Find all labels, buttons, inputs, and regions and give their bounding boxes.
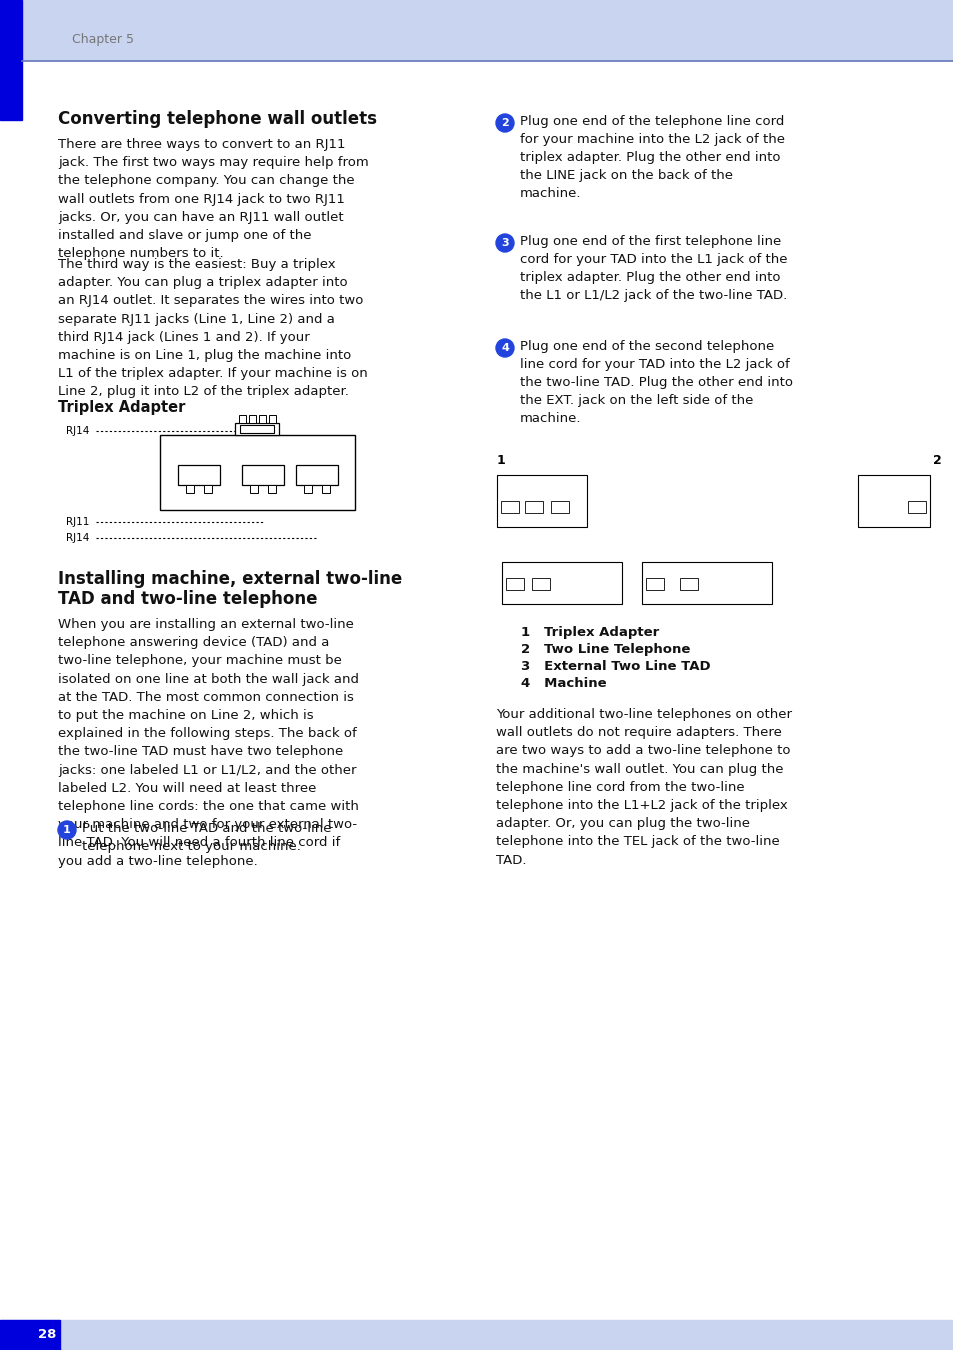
Bar xyxy=(250,485,257,493)
Bar xyxy=(242,464,284,485)
Bar xyxy=(204,485,212,493)
Bar xyxy=(907,501,925,513)
Circle shape xyxy=(496,234,514,252)
Bar xyxy=(295,464,337,485)
Text: There are three ways to convert to an RJ11
jack. The first two ways may require : There are three ways to convert to an RJ… xyxy=(58,138,369,261)
Bar xyxy=(269,414,275,423)
Bar xyxy=(679,578,698,590)
Bar xyxy=(551,501,568,513)
Text: Triplex Adapter: Triplex Adapter xyxy=(58,400,185,414)
Text: 1   Triplex Adapter: 1 Triplex Adapter xyxy=(520,626,659,639)
Circle shape xyxy=(496,113,514,132)
Bar xyxy=(501,562,621,603)
Text: 2: 2 xyxy=(932,454,941,467)
Bar xyxy=(322,485,330,493)
Text: Installing machine, external two-line: Installing machine, external two-line xyxy=(58,570,402,589)
Bar xyxy=(641,562,771,603)
Text: L1   L2: L1 L2 xyxy=(504,566,528,572)
Text: Plug one end of the first telephone line
cord for your TAD into the L1 jack of t: Plug one end of the first telephone line… xyxy=(519,235,786,302)
Text: Ext    Line: Ext Line xyxy=(644,566,679,572)
Text: L1/L2: L1/L2 xyxy=(861,479,879,485)
Text: 3   External Two Line TAD: 3 External Two Line TAD xyxy=(520,660,710,674)
Text: L 1: L 1 xyxy=(192,446,206,455)
Bar xyxy=(258,414,266,423)
Text: Put the two-line TAD and the two-line
telephone next to your machine.: Put the two-line TAD and the two-line te… xyxy=(82,822,331,853)
Bar xyxy=(532,578,550,590)
Bar xyxy=(160,435,355,510)
Text: 1: 1 xyxy=(63,825,71,836)
Bar xyxy=(304,485,312,493)
Text: RJ14: RJ14 xyxy=(66,533,90,543)
Text: Converting telephone wall outlets: Converting telephone wall outlets xyxy=(58,109,376,128)
Bar xyxy=(240,425,274,433)
Text: 4: 4 xyxy=(702,595,711,608)
Text: Plug one end of the telephone line cord
for your machine into the L2 jack of the: Plug one end of the telephone line cord … xyxy=(519,115,784,200)
Bar xyxy=(239,414,246,423)
Bar xyxy=(0,1320,953,1350)
Bar xyxy=(645,578,663,590)
Bar xyxy=(249,414,255,423)
Bar xyxy=(524,501,542,513)
Text: TAD and two-line telephone: TAD and two-line telephone xyxy=(58,590,317,608)
Text: 3: 3 xyxy=(500,238,508,248)
Bar xyxy=(505,578,523,590)
Text: L 2: L 2 xyxy=(255,446,270,455)
Text: Plug one end of the second telephone
line cord for your TAD into the L2 jack of
: Plug one end of the second telephone lin… xyxy=(519,340,792,425)
Text: L1  L1+L2: L1 L1+L2 xyxy=(499,479,535,485)
Text: 28: 28 xyxy=(38,1328,56,1342)
Text: 1: 1 xyxy=(497,454,505,467)
Text: Your additional two-line telephones on other
wall outlets do not require adapter: Your additional two-line telephones on o… xyxy=(496,707,791,867)
Bar xyxy=(497,475,586,526)
Text: 3: 3 xyxy=(558,595,566,608)
Bar xyxy=(0,0,953,59)
Text: RJ14: RJ14 xyxy=(66,427,90,436)
Bar xyxy=(268,485,275,493)
Bar xyxy=(857,475,929,526)
Text: When you are installing an external two-line
telephone answering device (TAD) an: When you are installing an external two-… xyxy=(58,618,358,868)
Bar xyxy=(500,501,518,513)
Text: Chapter 5: Chapter 5 xyxy=(71,34,133,46)
Bar xyxy=(178,464,220,485)
Text: 4: 4 xyxy=(500,343,508,352)
Text: 2   Two Line Telephone: 2 Two Line Telephone xyxy=(520,643,690,656)
Bar xyxy=(186,485,193,493)
Bar xyxy=(0,0,22,120)
Circle shape xyxy=(58,821,76,838)
Bar xyxy=(234,423,278,435)
Text: The third way is the easiest: Buy a triplex
adapter. You can plug a triplex adap: The third way is the easiest: Buy a trip… xyxy=(58,258,367,398)
Text: RJ11: RJ11 xyxy=(66,517,90,526)
Text: L 1+L 2: L 1+L 2 xyxy=(298,446,335,455)
Text: 4   Machine: 4 Machine xyxy=(520,676,606,690)
Bar xyxy=(0,1320,60,1350)
Circle shape xyxy=(496,339,514,356)
Text: 2: 2 xyxy=(500,117,508,128)
